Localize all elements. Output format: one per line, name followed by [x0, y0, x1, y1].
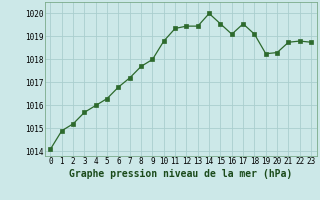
X-axis label: Graphe pression niveau de la mer (hPa): Graphe pression niveau de la mer (hPa)	[69, 169, 292, 179]
